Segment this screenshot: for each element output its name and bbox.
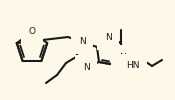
Text: N: N [79,38,85,46]
Text: O: O [29,28,36,36]
Text: HN: HN [126,62,140,70]
Text: N: N [119,52,125,62]
Text: N: N [83,62,89,72]
Text: N: N [105,34,111,42]
